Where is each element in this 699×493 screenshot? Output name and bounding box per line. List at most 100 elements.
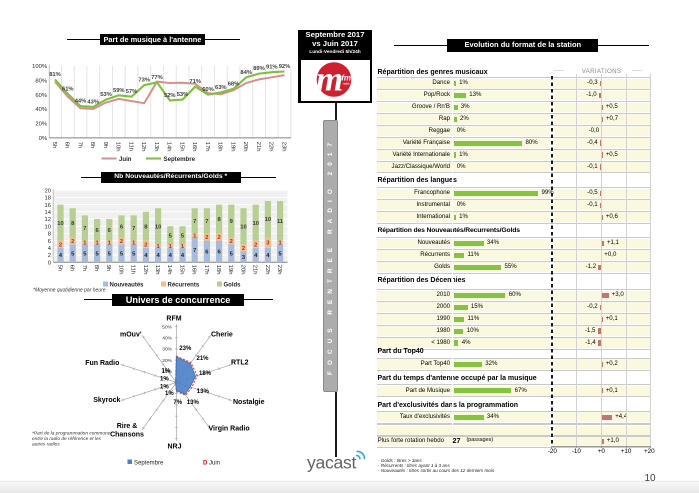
svg-text:6: 6 — [205, 250, 209, 256]
svg-text:16: 16 — [45, 203, 51, 209]
svg-text:NRJ: NRJ — [167, 443, 181, 450]
svg-text:Septembre: Septembre — [164, 156, 196, 163]
svg-text:*Moyenne quotidienne par heure: *Moyenne quotidienne par heure — [33, 288, 106, 294]
svg-text:Rire &: Rire & — [117, 423, 138, 430]
svg-text:1: 1 — [193, 233, 197, 239]
svg-text:2: 2 — [144, 242, 147, 248]
svg-text:81%: 81% — [49, 72, 61, 78]
svg-text:2: 2 — [120, 239, 123, 245]
svg-text:4: 4 — [266, 253, 270, 259]
svg-text:2: 2 — [71, 239, 74, 245]
svg-text:63%: 63% — [215, 85, 227, 91]
svg-text:23%: 23% — [179, 346, 192, 352]
svg-text:1%: 1% — [165, 391, 174, 397]
svg-text:52%: 52% — [164, 93, 176, 99]
svg-text:10h: 10h — [117, 265, 123, 275]
svg-text:Fun Radio: Fun Radio — [85, 360, 119, 367]
svg-text:13h: 13h — [154, 265, 160, 275]
svg-text:RTL2: RTL2 — [231, 359, 249, 366]
svg-text:9h: 9h — [105, 265, 111, 271]
svg-text:15h: 15h — [178, 265, 184, 275]
svg-text:14h: 14h — [166, 265, 172, 275]
svg-text:RFM: RFM — [166, 316, 181, 323]
svg-text:10: 10 — [265, 217, 271, 223]
svg-text:7h: 7h — [81, 265, 87, 271]
svg-text:53%: 53% — [100, 92, 112, 98]
svg-text:22h: 22h — [268, 142, 274, 152]
svg-text:1: 1 — [108, 241, 112, 247]
svg-text:7: 7 — [193, 248, 196, 254]
svg-text:6: 6 — [95, 228, 99, 234]
svg-text:yacast: yacast — [307, 453, 356, 473]
svg-text:0: 0 — [48, 260, 51, 266]
svg-text:12: 12 — [45, 217, 51, 223]
svg-text:16h: 16h — [191, 142, 197, 152]
svg-text:2: 2 — [59, 242, 62, 248]
svg-text:10: 10 — [252, 221, 258, 227]
svg-text:10h: 10h — [115, 142, 121, 152]
svg-text:6h: 6h — [64, 142, 70, 148]
svg-text:77%: 77% — [151, 75, 163, 81]
svg-text:mOuv': mOuv' — [120, 331, 142, 338]
svg-text:7: 7 — [132, 226, 135, 232]
svg-text:1: 1 — [132, 241, 136, 247]
svg-text:2: 2 — [242, 246, 245, 252]
svg-text:15h: 15h — [178, 142, 184, 152]
svg-text:Nostalgie: Nostalgie — [233, 399, 265, 406]
svg-text:8: 8 — [48, 232, 51, 238]
svg-text:1: 1 — [83, 241, 87, 247]
svg-text:8: 8 — [217, 217, 221, 223]
svg-text:89%: 89% — [253, 66, 265, 72]
svg-text:7: 7 — [205, 219, 208, 225]
svg-text:8h: 8h — [93, 265, 99, 271]
svg-text:2: 2 — [205, 235, 208, 241]
svg-text:1: 1 — [156, 244, 160, 250]
svg-text:100%: 100% — [32, 64, 47, 70]
svg-text:43%: 43% — [87, 99, 99, 105]
svg-text:2: 2 — [217, 235, 220, 241]
svg-text:60%: 60% — [35, 93, 47, 99]
svg-text:6: 6 — [108, 228, 112, 234]
svg-text:20%: 20% — [162, 358, 172, 364]
svg-text:23h: 23h — [280, 142, 286, 152]
svg-text:5: 5 — [169, 233, 173, 239]
svg-text:1: 1 — [95, 241, 99, 247]
svg-text:Chansons: Chansons — [110, 431, 144, 438]
svg-text:5: 5 — [181, 233, 185, 239]
svg-text:10: 10 — [45, 224, 51, 230]
svg-text:7: 7 — [83, 226, 86, 232]
svg-text:fm: fm — [341, 74, 351, 83]
svg-text:5h: 5h — [56, 265, 62, 271]
svg-text:Skyrock: Skyrock — [93, 397, 120, 404]
svg-text:20%: 20% — [35, 122, 47, 128]
svg-text:8h: 8h — [89, 142, 95, 148]
svg-text:18h: 18h — [217, 142, 223, 152]
svg-text:91%: 91% — [266, 65, 278, 71]
svg-text:1%: 1% — [160, 377, 169, 383]
svg-text:10: 10 — [155, 224, 161, 230]
svg-text:10%: 10% — [162, 369, 172, 375]
svg-text:radio: radio — [343, 82, 350, 86]
svg-text:5: 5 — [83, 251, 87, 257]
svg-text:11: 11 — [277, 219, 284, 225]
svg-text:6: 6 — [217, 250, 221, 256]
svg-text:23h: 23h — [276, 265, 282, 275]
svg-text:Récurrents: Récurrents — [168, 282, 200, 288]
svg-text:8: 8 — [144, 224, 148, 230]
svg-text:22h: 22h — [264, 265, 270, 275]
svg-text:6: 6 — [120, 224, 124, 230]
svg-text:18h: 18h — [215, 265, 221, 275]
svg-text:5: 5 — [71, 251, 75, 257]
svg-text:80%: 80% — [35, 78, 47, 84]
svg-text:21h: 21h — [255, 142, 261, 152]
svg-text:4: 4 — [181, 253, 185, 259]
svg-text:2: 2 — [230, 239, 233, 245]
svg-text:13%: 13% — [197, 389, 210, 395]
svg-text:5: 5 — [132, 251, 136, 257]
svg-text:13h: 13h — [153, 142, 159, 152]
svg-text:53%: 53% — [177, 92, 189, 98]
svg-text:18%: 18% — [199, 371, 212, 377]
svg-text:84%: 84% — [240, 70, 252, 76]
svg-text:16h: 16h — [191, 265, 197, 275]
svg-text:14h: 14h — [166, 142, 172, 152]
